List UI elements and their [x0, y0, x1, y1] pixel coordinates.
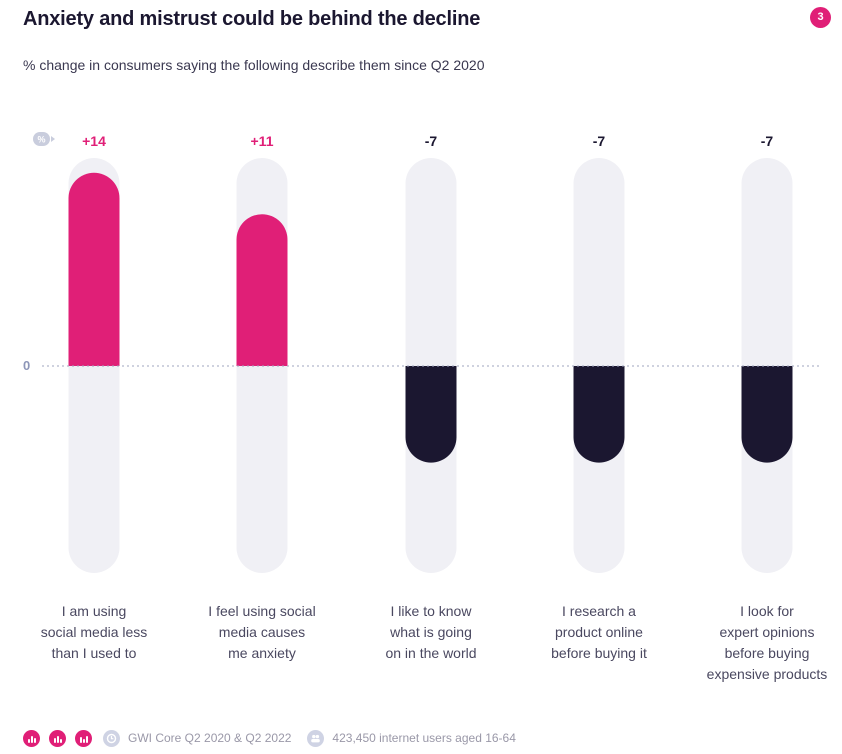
- value-label: -7: [761, 133, 774, 149]
- value-label: -7: [425, 133, 438, 149]
- value-label: +14: [82, 133, 106, 149]
- bar[interactable]: [405, 366, 457, 463]
- calendar-icon: [103, 729, 120, 747]
- sample-text: 423,450 internet users aged 16-64: [332, 731, 516, 745]
- category-label: expensive products: [707, 666, 828, 682]
- category-label: before buying: [725, 645, 810, 661]
- bar-chart-icon[interactable]: [75, 729, 92, 747]
- category-label: product online: [555, 624, 643, 640]
- category-label: than I used to: [52, 645, 137, 661]
- zero-axis-label: 0: [23, 358, 30, 373]
- category-label: social media less: [41, 624, 148, 640]
- bar[interactable]: [68, 172, 120, 366]
- bar[interactable]: [573, 366, 625, 463]
- chart-title: Anxiety and mistrust could be behind the…: [23, 8, 481, 30]
- category-label: I like to know: [391, 603, 473, 619]
- people-icon: [307, 729, 325, 747]
- category-label: I feel using social: [208, 603, 315, 619]
- source-text: GWI Core Q2 2020 & Q2 2022: [128, 731, 292, 745]
- value-label: -7: [593, 133, 606, 149]
- percent-unit-badge: %: [33, 132, 55, 146]
- bar-track: [405, 158, 457, 573]
- category-label: I am using: [62, 603, 127, 619]
- category-label: on in the world: [385, 645, 476, 661]
- value-label: +11: [251, 133, 274, 149]
- category-label: media causes: [219, 624, 305, 640]
- category-label: I look for: [740, 603, 794, 619]
- category-label: what is going: [389, 624, 472, 640]
- chart-subtitle: % change in consumers saying the followi…: [23, 57, 485, 73]
- category-label: expert opinions: [720, 624, 815, 640]
- category-label: before buying it: [551, 645, 647, 661]
- category-label: I research a: [562, 603, 636, 619]
- bar-chart-icon[interactable]: [23, 729, 40, 747]
- bar-chart-icon[interactable]: [49, 729, 66, 747]
- page-number-badge[interactable]: 3: [810, 7, 831, 28]
- footer: GWI Core Q2 2020 & Q2 2022 423,450 inter…: [23, 728, 530, 748]
- bar[interactable]: [236, 214, 288, 366]
- category-label: me anxiety: [228, 645, 296, 661]
- percent-unit-label: %: [37, 135, 45, 145]
- bar[interactable]: [741, 366, 793, 463]
